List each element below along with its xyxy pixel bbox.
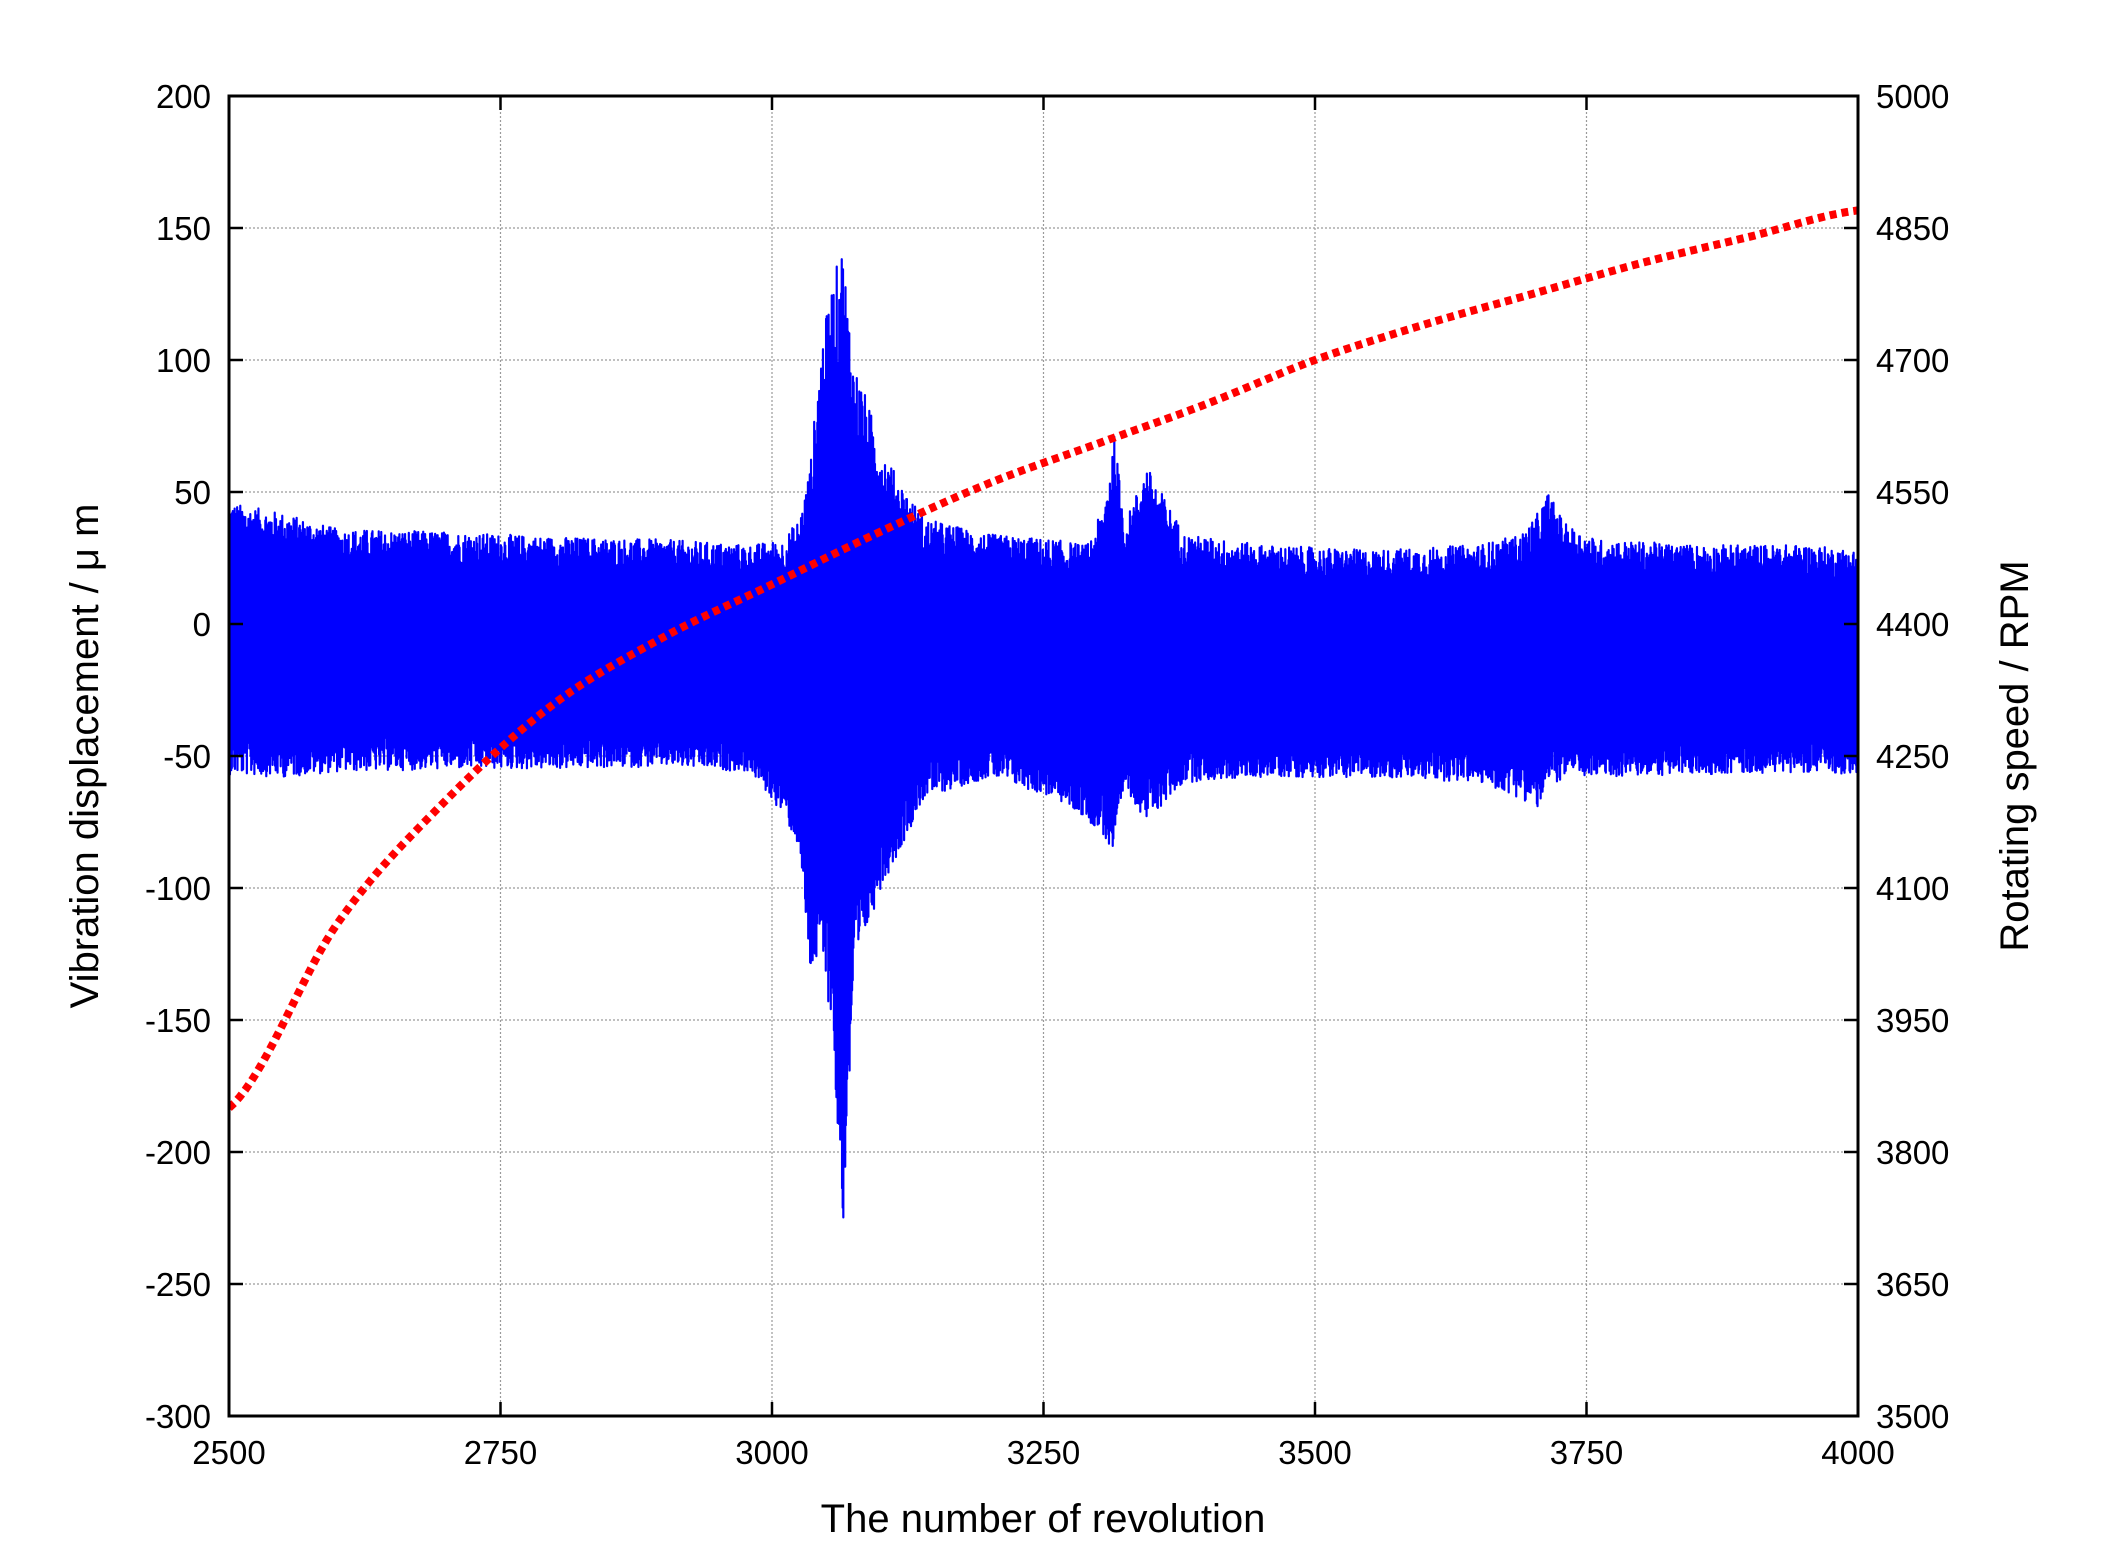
- axis-ticks: [227, 94, 1860, 1418]
- y-left-tick-label: 0: [193, 606, 211, 643]
- y-right-tick-label: 4100: [1876, 870, 1949, 907]
- x-tick-label: 3000: [735, 1434, 808, 1471]
- y-right-tick-label: 4400: [1876, 606, 1949, 643]
- x-tick-label: 2750: [464, 1434, 537, 1471]
- x-tick-label: 3500: [1278, 1434, 1351, 1471]
- y-left-tick-label: -200: [145, 1134, 211, 1171]
- y-right-tick-label: 4550: [1876, 474, 1949, 511]
- y-left-tick-label: 150: [156, 210, 211, 247]
- y-left-tick-label: 100: [156, 342, 211, 379]
- y-right-tick-label: 4850: [1876, 210, 1949, 247]
- vibration-line: [229, 258, 1858, 1219]
- y-left-tick-label: 50: [174, 474, 211, 511]
- y-left-tick-label: 200: [156, 78, 211, 115]
- speed-line: [229, 206, 1858, 1111]
- x-tick-label: 2500: [192, 1434, 265, 1471]
- y-left-tick-label: -100: [145, 870, 211, 907]
- y-left-tick-label: -50: [163, 738, 211, 775]
- y-left-tick-label: -250: [145, 1266, 211, 1303]
- y-right-tick-label: 5000: [1876, 78, 1949, 115]
- x-axis-title: The number of revolution: [821, 1497, 1266, 1541]
- y-left-tick-label: -300: [145, 1398, 211, 1435]
- left-y-axis-title: Vibration displacement / μ m: [63, 504, 107, 1009]
- right-y-axis-title: Rotating speed / RPM: [1993, 560, 2037, 951]
- y-right-tick-label: 4700: [1876, 342, 1949, 379]
- y-right-tick-label: 3950: [1876, 1002, 1949, 1039]
- y-right-tick-label: 3650: [1876, 1266, 1949, 1303]
- x-tick-label: 3250: [1007, 1434, 1080, 1471]
- x-tick-label: 3750: [1550, 1434, 1623, 1471]
- x-axis-tick-labels: 2500 2750 3000 3250 3500 3750 4000: [192, 1434, 1894, 1471]
- x-tick-label: 4000: [1821, 1434, 1894, 1471]
- vibration-series: [229, 258, 1858, 1219]
- y-right-tick-label: 3500: [1876, 1398, 1949, 1435]
- left-y-axis-tick-labels: 200 150 100 50 0 -50 -100 -150 -200 -250 -300: [145, 78, 211, 1435]
- y-right-tick-label: 3800: [1876, 1134, 1949, 1171]
- right-y-axis-tick-labels: 5000 4850 4700 4550 4400 4250 4100 3950 3800 3650…: [1876, 78, 1949, 1435]
- y-left-tick-label: -150: [145, 1002, 211, 1039]
- y-right-tick-label: 4250: [1876, 738, 1949, 775]
